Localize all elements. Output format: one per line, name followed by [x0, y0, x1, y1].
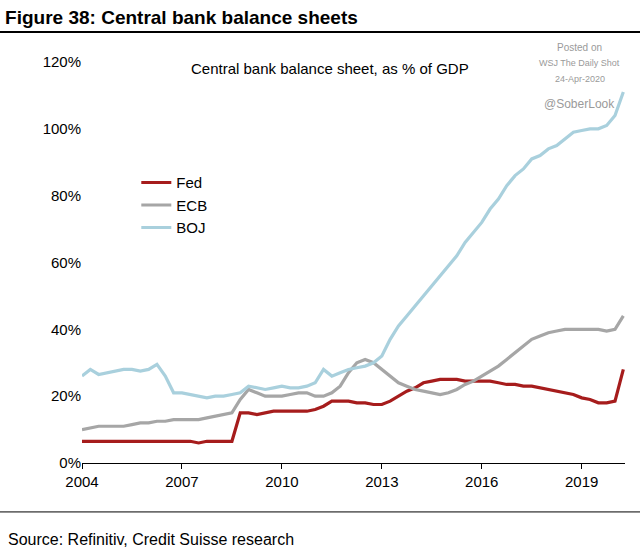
- svg-text:40%: 40%: [51, 321, 81, 338]
- svg-text:60%: 60%: [51, 254, 81, 271]
- svg-text:ECB: ECB: [176, 197, 207, 214]
- svg-text:2004: 2004: [65, 473, 98, 490]
- svg-text:BOJ: BOJ: [176, 219, 205, 236]
- svg-text:20%: 20%: [51, 387, 81, 404]
- svg-text:2013: 2013: [365, 473, 398, 490]
- svg-text:0%: 0%: [59, 454, 81, 471]
- svg-text:Central bank balance sheet, as: Central bank balance sheet, as % of GDP: [191, 60, 469, 77]
- svg-text:2019: 2019: [565, 473, 598, 490]
- svg-text:Posted on: Posted on: [557, 42, 602, 53]
- svg-text:Fed: Fed: [176, 174, 202, 191]
- svg-text:2010: 2010: [265, 473, 298, 490]
- svg-text:100%: 100%: [43, 120, 81, 137]
- svg-text:Source: Refinitiv, Credit Suis: Source: Refinitiv, Credit Suisse researc…: [8, 531, 294, 548]
- svg-text:WSJ The Daily Shot: WSJ The Daily Shot: [539, 58, 620, 68]
- svg-text:80%: 80%: [51, 187, 81, 204]
- svg-text:@SoberLook: @SoberLook: [544, 97, 615, 111]
- svg-text:2007: 2007: [165, 473, 198, 490]
- svg-text:Figure 38: Central bank balanc: Figure 38: Central bank balance sheets: [5, 7, 358, 28]
- svg-text:120%: 120%: [43, 53, 81, 70]
- svg-text:24-Apr-2020: 24-Apr-2020: [555, 74, 605, 84]
- svg-text:2016: 2016: [465, 473, 498, 490]
